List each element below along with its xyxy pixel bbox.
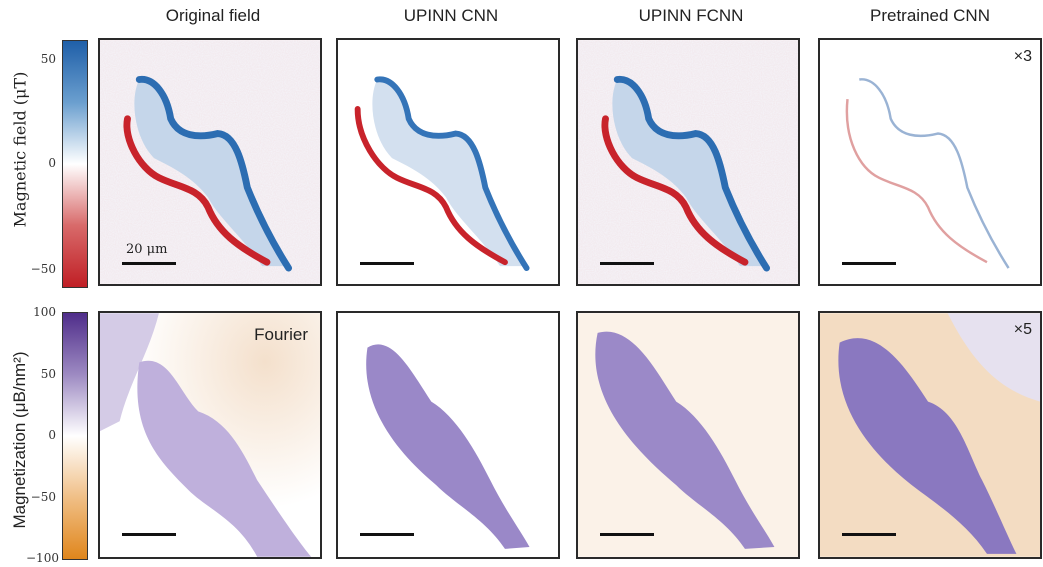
scale-bar <box>600 533 654 536</box>
column-title-upinn-fcnn: UPINN FCNN <box>638 6 744 25</box>
column-title-pretrained-cnn: Pretrained CNN <box>870 6 990 25</box>
multiplier-label: ×5 <box>1013 321 1032 338</box>
fourier-magnetization-map <box>100 313 320 557</box>
scale-bar <box>360 533 414 536</box>
upinn-cnn-magnetization-map <box>338 313 558 557</box>
magnetic-field-colorbar <box>62 40 88 288</box>
row2-tick-100: 100 <box>33 305 56 319</box>
panel-pretrained-cnn-field: ×3 <box>818 38 1042 286</box>
scale-bar <box>600 262 654 265</box>
upinn-fcnn-field-map <box>578 40 798 284</box>
row1-tick-0: 0 <box>48 156 56 170</box>
column-title-original-field: Original field <box>165 6 261 25</box>
row2-tick-50: 50 <box>40 367 56 381</box>
panel-upinn-fcnn-field <box>576 38 800 286</box>
panel-fourier-magnetization: Fourier <box>98 311 322 559</box>
panel-upinn-fcnn-magnetization <box>576 311 800 559</box>
fourier-label: Fourier <box>254 325 308 344</box>
multiplier-label: ×3 <box>1013 48 1032 65</box>
panel-upinn-cnn-magnetization <box>336 311 560 559</box>
scale-bar <box>842 533 896 536</box>
column-title-upinn-cnn: UPINN CNN <box>403 6 499 25</box>
row1-tick-50: 50 <box>40 52 56 66</box>
row2-tick-neg50: −50 <box>30 490 56 504</box>
scale-bar-label: 20 μm <box>126 242 168 257</box>
pretrained-cnn-magnetization-map <box>820 313 1040 557</box>
panel-original-field: 20 μm <box>98 38 322 286</box>
upinn-cnn-field-map <box>338 40 558 284</box>
scale-bar <box>122 533 176 536</box>
row2-tick-0: 0 <box>48 428 56 442</box>
upinn-fcnn-magnetization-map <box>578 313 798 557</box>
pretrained-cnn-field-map <box>820 40 1040 284</box>
panel-pretrained-cnn-magnetization: ×5 <box>818 311 1042 559</box>
scale-bar <box>842 262 896 265</box>
scale-bar <box>360 262 414 265</box>
row1-ylabel: Magnetic field (μT) <box>10 71 30 228</box>
scale-bar <box>122 262 176 265</box>
magnetization-colorbar <box>62 312 88 560</box>
row2-tick-neg100: −100 <box>26 551 59 565</box>
original-field-map <box>100 40 320 284</box>
panel-upinn-cnn-field <box>336 38 560 286</box>
row1-tick-neg50: −50 <box>30 262 56 276</box>
